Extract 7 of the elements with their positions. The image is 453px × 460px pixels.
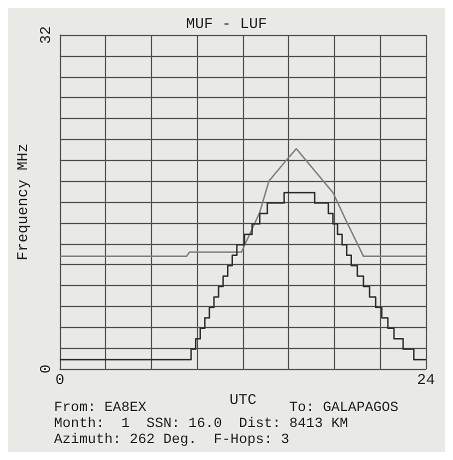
- y-axis-title: Frequency MHz: [15, 143, 32, 261]
- line-series: [59, 148, 427, 258]
- text: Month: 1 SSN: 16.0 Dist: 8413 KM: [54, 416, 348, 432]
- text: Azimuth: 262 Deg. F-Hops: 3: [54, 432, 290, 448]
- x-tick-label: 24: [416, 372, 436, 389]
- y-tick-label: 32: [38, 26, 55, 44]
- chart-title: MUF - LUF: [186, 16, 268, 33]
